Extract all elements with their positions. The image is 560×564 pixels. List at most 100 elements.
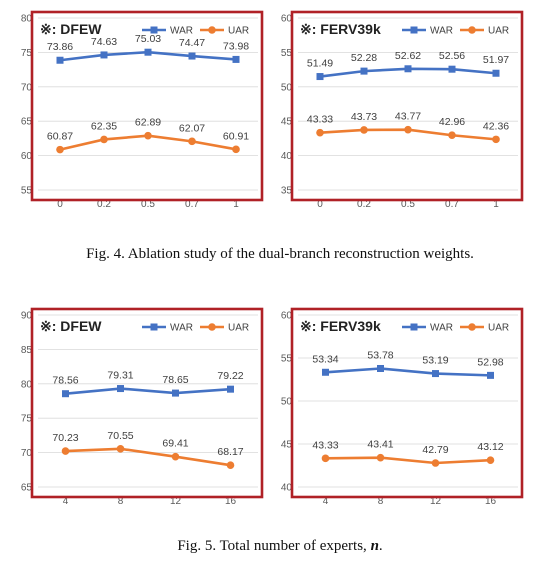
y-tick-label: 90 bbox=[21, 311, 33, 322]
chart-svg: 40 45 50 55 60 4 8 12 16 53.34 53.78 53.19 52.98 43.3… bbox=[281, 307, 524, 507]
legend-label: WAR bbox=[430, 26, 453, 37]
data-label: 79.31 bbox=[107, 370, 133, 382]
data-label: 68.17 bbox=[217, 446, 243, 458]
data-label: 53.19 bbox=[422, 355, 448, 367]
data-label: 52.98 bbox=[477, 356, 503, 368]
war-point bbox=[144, 48, 152, 56]
y-tick-label: 75 bbox=[21, 48, 33, 59]
figure-5-caption: Fig. 5. Total number of experts, n. bbox=[0, 538, 560, 555]
y-tick-label: 50 bbox=[281, 397, 293, 408]
legend-marker-uar bbox=[468, 26, 476, 34]
legend-marker-uar bbox=[208, 26, 216, 34]
uar-point bbox=[486, 456, 495, 464]
legend-label: UAR bbox=[488, 323, 509, 334]
war-point bbox=[377, 364, 384, 372]
data-label: 60.91 bbox=[223, 130, 249, 142]
uar-point bbox=[226, 461, 235, 469]
x-tick-label: 4 bbox=[323, 496, 329, 507]
x-tick-label: 0.2 bbox=[357, 199, 371, 210]
uar-point bbox=[448, 131, 456, 140]
y-tick-label: 35 bbox=[281, 186, 293, 197]
data-label: 73.86 bbox=[47, 41, 73, 53]
data-label: 74.63 bbox=[91, 36, 117, 48]
y-tick-label: 45 bbox=[281, 117, 293, 128]
y-tick-label: 60 bbox=[21, 151, 33, 162]
uar-point bbox=[100, 135, 108, 144]
x-tick-label: 12 bbox=[430, 496, 442, 507]
series-line-uar bbox=[65, 447, 231, 467]
data-label: 69.41 bbox=[162, 438, 188, 450]
chart-frame bbox=[30, 307, 264, 499]
chart-title: ※: DFEW bbox=[40, 318, 102, 334]
x-tick-label: 0 bbox=[317, 199, 323, 210]
y-tick-label: 40 bbox=[281, 151, 293, 162]
y-tick-label: 70 bbox=[21, 82, 33, 93]
x-tick-label: 8 bbox=[378, 496, 384, 507]
legend-marker-war bbox=[410, 26, 418, 34]
legend-marker-uar bbox=[208, 323, 216, 331]
war-point bbox=[448, 65, 456, 73]
chart-svg: 55 60 65 70 75 80 0 0.2 0.5 0.7 1 73.86 74.63 75.03 74… bbox=[21, 10, 264, 210]
figure-5-caption-suffix: . bbox=[378, 538, 383, 554]
data-label: 52.56 bbox=[439, 50, 465, 62]
uar-point bbox=[431, 459, 440, 467]
data-label: 75.03 bbox=[135, 33, 161, 45]
chart-frame bbox=[290, 10, 524, 202]
figure-4-caption-text: Fig. 4. Ablation study of the dual-branc… bbox=[86, 246, 474, 262]
data-label: 43.73 bbox=[351, 111, 377, 123]
data-label: 43.33 bbox=[312, 439, 338, 451]
war-point bbox=[322, 368, 329, 376]
data-label: 74.47 bbox=[179, 37, 205, 49]
y-tick-label: 65 bbox=[21, 483, 33, 494]
chart-fig5-ferv39k: 40 45 50 55 60 4 8 12 16 53.34 53.78 53.19 52.98 43.3… bbox=[268, 307, 528, 507]
war-point bbox=[117, 385, 124, 393]
uar-point bbox=[492, 135, 500, 144]
x-tick-label: 12 bbox=[170, 496, 182, 507]
x-tick-label: 16 bbox=[225, 496, 237, 507]
legend-marker-war bbox=[150, 26, 158, 34]
y-tick-label: 50 bbox=[281, 82, 293, 93]
war-point bbox=[62, 390, 69, 398]
data-label: 42.36 bbox=[483, 120, 509, 132]
uar-point bbox=[316, 128, 324, 137]
data-label: 70.23 bbox=[52, 432, 78, 444]
war-point bbox=[360, 67, 368, 75]
war-point bbox=[188, 52, 196, 60]
y-tick-label: 55 bbox=[21, 186, 33, 197]
y-tick-label: 80 bbox=[21, 14, 33, 25]
x-tick-label: 1 bbox=[493, 199, 499, 210]
y-tick-label: 40 bbox=[281, 483, 293, 494]
uar-point bbox=[376, 453, 385, 462]
y-tick-label: 70 bbox=[21, 448, 33, 459]
figure-5-caption-prefix: Fig. 5. Total number of experts, bbox=[177, 538, 371, 554]
data-label: 60.87 bbox=[47, 131, 73, 143]
war-point bbox=[227, 385, 234, 393]
data-label: 70.55 bbox=[107, 430, 133, 442]
data-label: 52.28 bbox=[351, 52, 377, 64]
data-label: 62.35 bbox=[91, 120, 117, 132]
uar-point bbox=[171, 452, 180, 461]
legend-marker-war bbox=[410, 323, 418, 331]
y-tick-label: 55 bbox=[281, 48, 293, 59]
war-point bbox=[100, 51, 108, 59]
war-point bbox=[232, 55, 240, 63]
data-label: 43.77 bbox=[395, 111, 421, 123]
chart-title: ※: DFEW bbox=[40, 21, 102, 37]
war-point bbox=[487, 371, 494, 379]
y-tick-label: 85 bbox=[21, 345, 33, 356]
chart-fig4-dfew: 55 60 65 70 75 80 0 0.2 0.5 0.7 1 73.86 74.63 75.03 74… bbox=[8, 10, 268, 210]
x-tick-label: 4 bbox=[63, 496, 69, 507]
uar-point bbox=[188, 137, 196, 146]
uar-point bbox=[56, 145, 64, 154]
data-label: 62.89 bbox=[135, 117, 161, 129]
figure-5-caption-math: n bbox=[370, 538, 379, 554]
data-label: 51.97 bbox=[483, 54, 509, 66]
legend-marker-war bbox=[150, 323, 158, 331]
y-tick-label: 75 bbox=[21, 414, 33, 425]
uar-point bbox=[321, 454, 330, 463]
war-point bbox=[316, 73, 324, 81]
series-line-uar bbox=[325, 456, 491, 465]
data-label: 53.34 bbox=[312, 353, 338, 365]
data-label: 73.98 bbox=[223, 40, 249, 52]
y-tick-label: 60 bbox=[281, 14, 293, 25]
